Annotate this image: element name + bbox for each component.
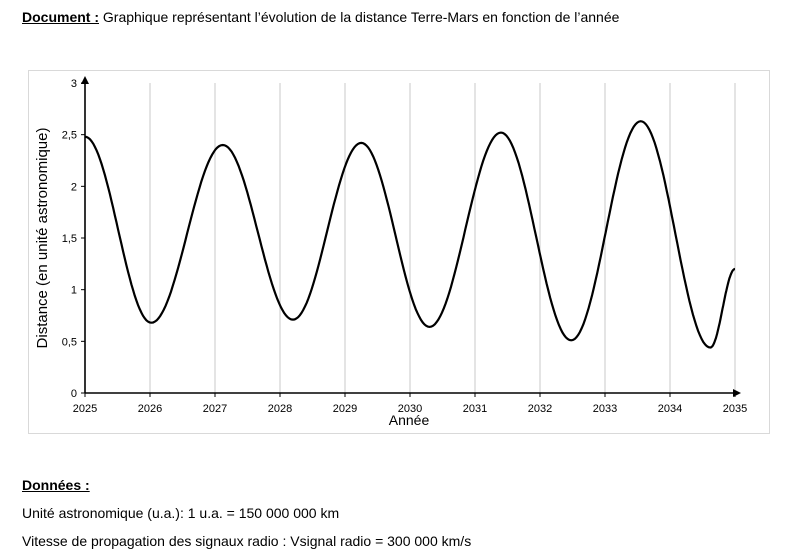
y-tick-label-0: 0 (71, 388, 77, 400)
y-tick-label-0,5: 0,5 (62, 336, 77, 348)
x-tick-label-2029: 2029 (333, 403, 357, 415)
y-tick-label-2,5: 2,5 (62, 130, 77, 142)
document-label: Document : (22, 9, 99, 25)
chart-frame: 2025 2026 2027 2028 2029 2030 2031 2032 2033 2034… (28, 70, 770, 434)
x-tick-label-2034: 2034 (658, 403, 682, 415)
document-heading: Document : Graphique représentant l’évol… (22, 9, 619, 25)
distance-chart: 2025 2026 2027 2028 2029 2030 2031 2032 2033 2034… (34, 76, 747, 428)
x-axis-arrow (733, 389, 741, 397)
document-title: Graphique représentant l’évolution de la… (102, 9, 620, 25)
x-tick-label-2026: 2026 (138, 403, 162, 415)
x-tick-label-2032: 2032 (528, 403, 552, 415)
x-tick-label-2028: 2028 (268, 403, 292, 415)
donnee-unite-astronomique: Unité astronomique (u.a.): 1 u.a. = 150 … (22, 505, 340, 521)
y-axis-label: Distance (en unité astronomique) (34, 128, 51, 349)
y-tick-label-3: 3 (71, 78, 77, 90)
x-tick-label-2030: 2030 (398, 403, 422, 415)
donnees-title: Données : (22, 477, 90, 493)
x-tick-label-2031: 2031 (463, 403, 487, 415)
y-axis-arrow (81, 76, 89, 84)
y-tick-label-1,5: 1,5 (62, 233, 77, 245)
x-tick-label-2027: 2027 (203, 403, 227, 415)
x-tick-label-2025: 2025 (73, 403, 97, 415)
x-tick-label-2035: 2035 (723, 403, 747, 415)
y-tick-label-2: 2 (71, 181, 77, 193)
data-line-series-0 (85, 120, 735, 349)
x-tick-label-2033: 2033 (593, 403, 617, 415)
x-axis-label: Année (389, 412, 430, 428)
y-tick-label-1: 1 (71, 285, 77, 297)
donnee-vitesse-signal: Vitesse de propagation des signaux radio… (22, 533, 472, 549)
